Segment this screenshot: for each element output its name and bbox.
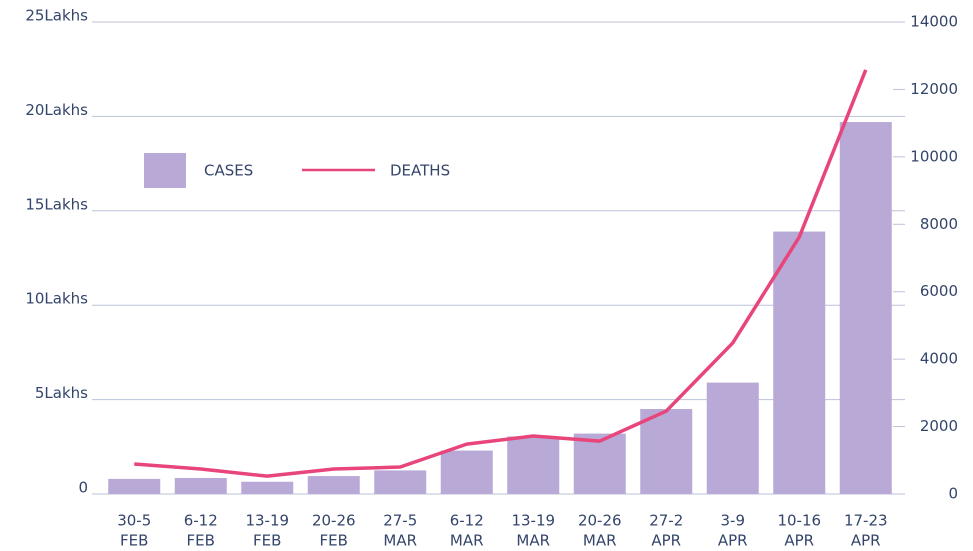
x-tick-label: FEB [253, 532, 281, 550]
y2-tick-label: 4000 [920, 350, 958, 368]
y2-tick-label: 10000 [910, 147, 958, 165]
x-tick-label: 20-26 [312, 512, 356, 530]
x-tick-label: 30-5 [117, 512, 151, 530]
x-tick-label: 6-12 [450, 512, 484, 530]
x-tick-label: 10-16 [777, 512, 821, 530]
y-tick-label: 10Lakhs [25, 290, 88, 308]
y-tick-label: 20Lakhs [25, 101, 88, 119]
y-tick-label: 25Lakhs [25, 7, 88, 25]
bar [839, 122, 892, 495]
y-tick-label: 0 [78, 479, 88, 497]
x-tick-label: MAR [516, 532, 550, 550]
bar [108, 478, 161, 494]
y2-tick-label: 6000 [920, 282, 958, 300]
y2-tick-label: 8000 [920, 215, 958, 233]
x-tick-label: APR [718, 532, 748, 550]
x-tick-label: 27-2 [649, 512, 683, 530]
y-tick-label: 15Lakhs [25, 195, 88, 213]
legend-swatch [144, 153, 186, 188]
x-tick-label: MAR [450, 532, 484, 550]
bar [174, 477, 227, 494]
x-tick-label: 27-5 [383, 512, 417, 530]
bar [773, 231, 826, 494]
legend-label: DEATHS [390, 162, 450, 180]
line [134, 69, 868, 478]
bar [640, 409, 693, 494]
bar [507, 436, 560, 494]
bar [241, 481, 294, 494]
bar [307, 476, 360, 494]
bar [573, 433, 626, 494]
x-tick-label: 13-19 [245, 512, 289, 530]
bar [440, 450, 493, 494]
x-tick-label: FEB [120, 532, 148, 550]
x-tick-label: FEB [187, 532, 215, 550]
x-tick-label: MAR [383, 532, 417, 550]
x-tick-label: 17-23 [844, 512, 888, 530]
y2-tick-label: 12000 [910, 80, 958, 98]
x-tick-label: APR [851, 532, 881, 550]
y2-tick-label: 0 [948, 485, 958, 503]
x-tick-label: 3-9 [721, 512, 746, 530]
x-tick-label: FEB [320, 532, 348, 550]
legend-label: CASES [204, 162, 253, 180]
y2-tick-label: 14000 [910, 13, 958, 31]
x-tick-label: APR [784, 532, 814, 550]
x-tick-label: 6-12 [184, 512, 218, 530]
x-tick-label: MAR [583, 532, 617, 550]
y-tick-label: 5Lakhs [35, 384, 88, 402]
bar [374, 470, 427, 494]
bar [706, 382, 759, 494]
y2-tick-label: 2000 [920, 417, 958, 435]
x-tick-label: APR [651, 532, 681, 550]
x-tick-label: 13-19 [511, 512, 555, 530]
x-tick-label: 20-26 [578, 512, 622, 530]
